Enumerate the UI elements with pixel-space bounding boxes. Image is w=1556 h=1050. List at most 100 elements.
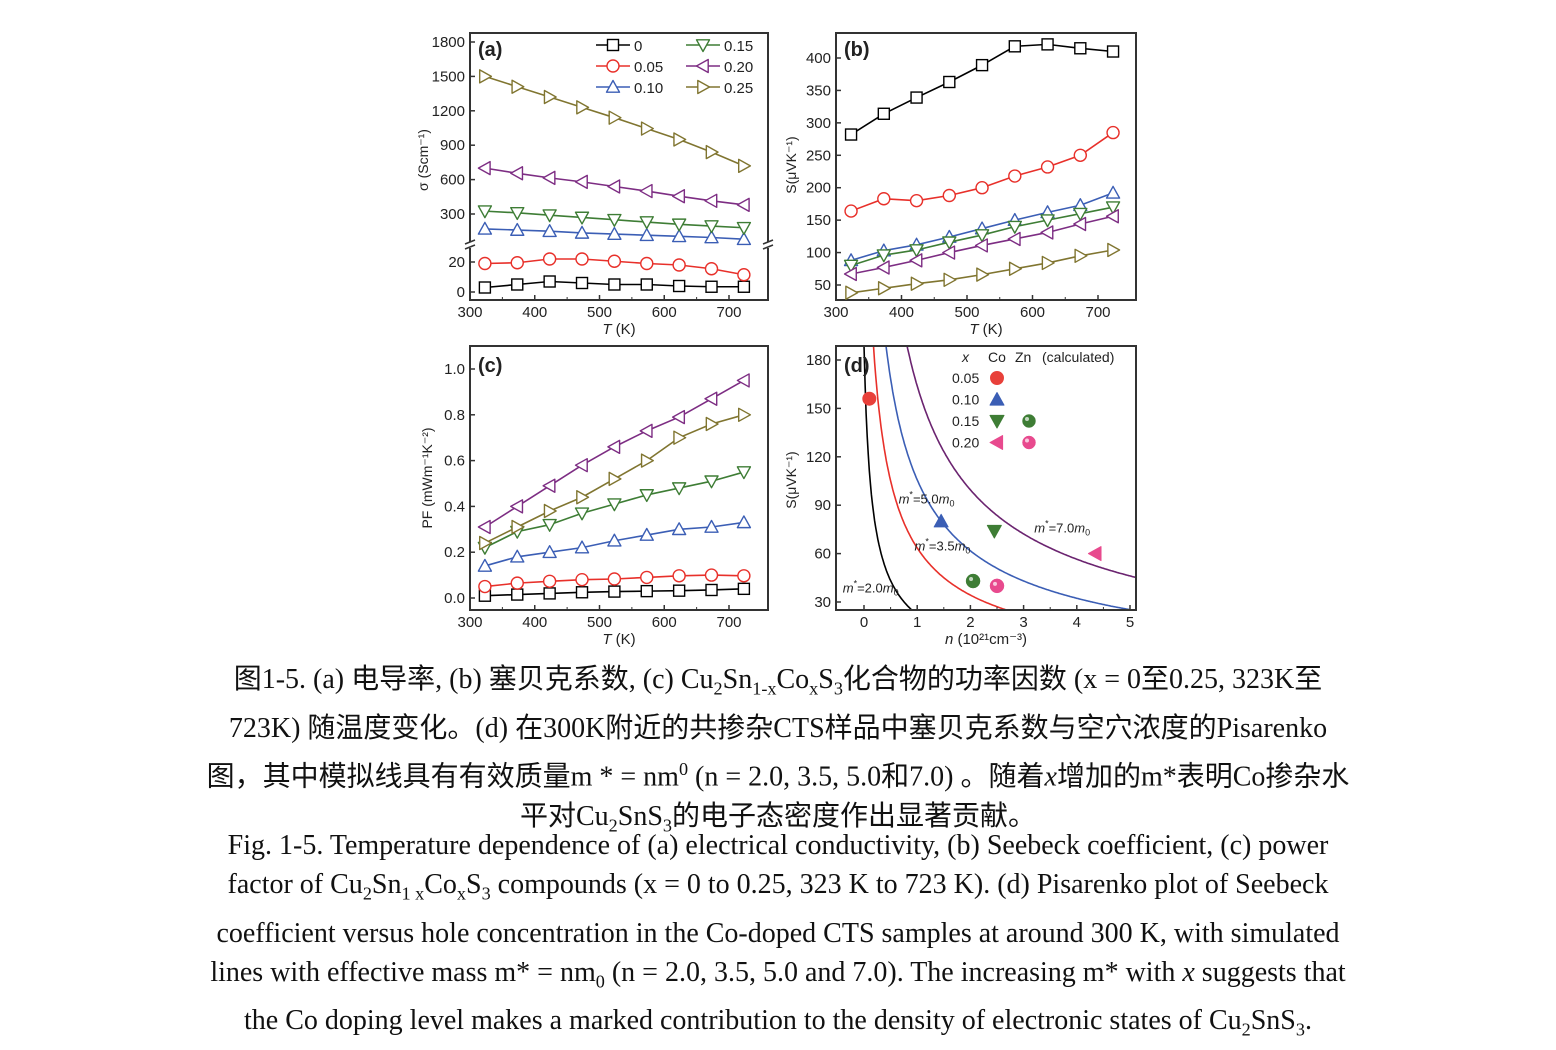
triangle-left-marker (989, 435, 1004, 450)
triangle-left-marker (607, 179, 621, 194)
series-0_15 (843, 201, 1121, 273)
triangle-down-marker (695, 39, 711, 53)
triangle-up-marker (671, 522, 687, 536)
triangle-up-marker (510, 549, 525, 563)
curve-m50m0 (885, 346, 1136, 610)
axis-break-gap (466, 242, 474, 248)
triangle-right-marker (1074, 248, 1088, 264)
caption-text: compounds (x = 0 to 0.25, 323 K to 723 K… (490, 869, 1329, 900)
caption-text: 1 x (401, 883, 425, 904)
caption-line: coefficient versus hole concentration in… (0, 914, 1556, 953)
square-marker (672, 584, 686, 597)
caption-text: 3 (1295, 1019, 1305, 1040)
x-tick-label: 600 (1020, 304, 1045, 321)
plot-frame-d (835, 345, 1137, 611)
caption-text: . (1304, 1005, 1312, 1037)
y-tick-label: 350 (806, 82, 831, 99)
sphere-highlight (993, 581, 997, 586)
triangle-left-marker (542, 478, 556, 493)
caption-text: (n = 2.0, 3.5, 5.0和7.0) 。随着 (688, 760, 1045, 792)
caption-text: S (466, 869, 482, 900)
legend-label: 0.15 (724, 38, 753, 55)
series-0_20 (477, 160, 750, 213)
square-marker (511, 588, 524, 601)
legend-label: 0.20 (724, 59, 753, 76)
y-tick-label: 150 (806, 212, 831, 229)
square-marker (910, 91, 923, 104)
square-marker (511, 278, 524, 291)
caption-text: SnS (1250, 1005, 1296, 1037)
circle-marker (606, 59, 620, 73)
series-0 (844, 38, 1120, 141)
caption-text: x (809, 678, 819, 699)
triangle-down-marker (909, 244, 924, 258)
circle-marker (1008, 169, 1022, 183)
triangle-right-marker (478, 69, 493, 84)
x-tick-label: 300 (457, 304, 482, 321)
caption-text: Co (424, 869, 457, 900)
caption-text: 3 (833, 678, 843, 699)
caption-text: x (1182, 956, 1195, 988)
series-0_20 (843, 209, 1119, 282)
caption-line: factor of Cu2Sn1 xCoxS3 compounds (x = 0… (0, 865, 1556, 914)
legend-item: 0.10 (596, 79, 663, 97)
triangle-down-marker (704, 220, 719, 234)
y-tick-label: 400 (806, 50, 831, 67)
legend-item: 0 (596, 38, 642, 55)
y-tick-label: 200 (806, 180, 831, 197)
x-tick-label: 300 (823, 304, 848, 321)
caption-text: 图，其中模拟线具有有效质量m * = nm (206, 760, 679, 792)
caption-text: 增加的m*表明Co掺杂水 (1056, 760, 1350, 792)
triangle-right-marker (697, 79, 711, 95)
circle-marker (975, 181, 989, 195)
y-tick-label: 90 (814, 497, 831, 514)
x-tick-label: 700 (716, 304, 741, 321)
y-tick-label: 30 (814, 594, 831, 611)
triangle-left-marker (695, 58, 709, 74)
caption-text: 2 (362, 883, 372, 904)
triangle-right-marker (608, 110, 622, 125)
triangle-down-marker (736, 466, 752, 480)
circle-marker (542, 574, 557, 588)
circle-marker (510, 576, 524, 590)
triangle-left-marker (704, 391, 718, 406)
caption-text: 2 (1241, 1019, 1251, 1040)
x-tick-label: 400 (889, 304, 914, 321)
circle-marker (478, 256, 492, 271)
circle-marker (607, 254, 622, 268)
y-tick-label: 250 (806, 147, 831, 164)
square-marker (975, 58, 989, 72)
panel-label: (a) (478, 39, 502, 61)
triangle-left-marker (1105, 209, 1119, 224)
legend-row: 0.20 (952, 435, 1036, 451)
triangle-down-marker (1040, 214, 1055, 228)
y-tick-label: 0.2 (444, 544, 465, 561)
triangle-left-marker (974, 238, 988, 253)
circle-marker (844, 204, 858, 218)
caption-text: 2 (713, 678, 723, 699)
y-tick-label: 1200 (432, 103, 465, 120)
legend-header: (calculated) (1042, 349, 1114, 365)
triangle-left-marker (736, 373, 750, 388)
x-tick-label: 600 (652, 614, 677, 631)
triangle-up-marker (736, 515, 752, 529)
triangle-down-marker (736, 221, 752, 235)
circle-marker (510, 256, 524, 270)
circle-marker (909, 193, 924, 208)
triangle-up-marker (1105, 185, 1121, 199)
triangle-up-marker (933, 513, 949, 528)
caption-text: SnS (617, 800, 663, 832)
triangle-left-marker (1087, 546, 1102, 562)
square-marker (672, 279, 686, 293)
circle-marker (990, 371, 1004, 385)
legend-label: 0.20 (952, 435, 979, 451)
triangle-left-marker (1073, 216, 1087, 232)
triangle-down-marker (671, 218, 687, 232)
triangle-right-marker (1008, 261, 1023, 276)
square-marker (737, 280, 751, 293)
x-tick-label: 700 (1085, 304, 1110, 321)
legend-item: 0.20 (686, 58, 753, 76)
plot-frame-c (469, 345, 769, 611)
circle-marker (737, 569, 751, 583)
triangle-left-marker (1040, 225, 1054, 240)
